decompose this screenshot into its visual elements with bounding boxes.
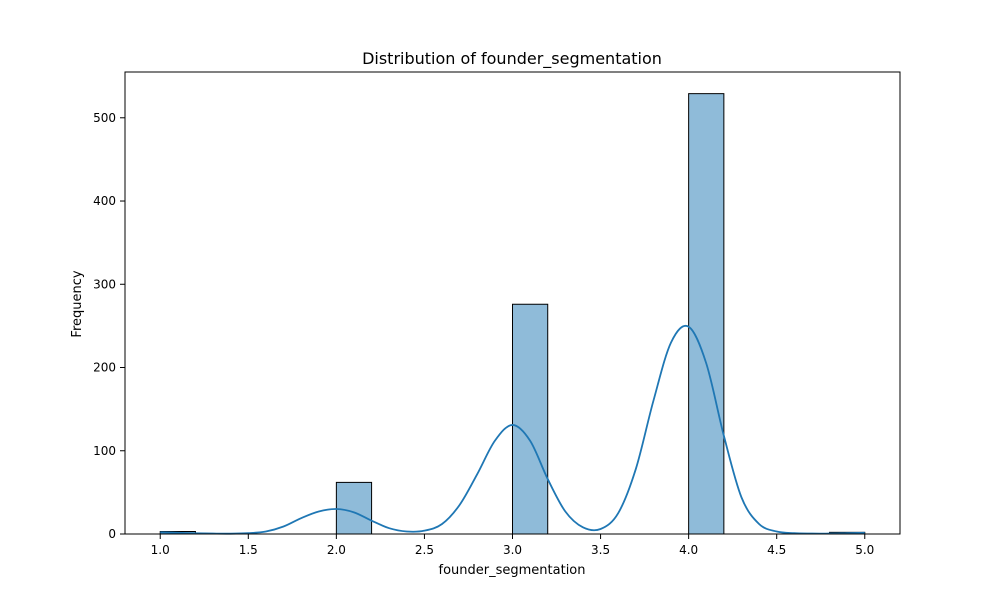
y-tick-label: 400 [93, 194, 116, 208]
kde-curve [160, 325, 865, 535]
y-axis-ticks: 0 100 200 300 400 500 [93, 111, 125, 541]
x-axis-ticks: 1.0 1.5 2.0 2.5 3.0 3.5 4.0 4.5 5.0 [151, 534, 874, 557]
bars-layer [159, 93, 866, 535]
x-tick-label: 3.0 [503, 543, 522, 557]
histogram-bar-3 [688, 93, 725, 535]
x-tick-label: 1.0 [151, 543, 170, 557]
x-tick-label: 3.5 [591, 543, 610, 557]
x-tick-label: 4.0 [679, 543, 698, 557]
x-tick-label: 2.5 [415, 543, 434, 557]
y-tick-label: 200 [93, 361, 116, 375]
chart-title: Distribution of founder_segmentation [362, 49, 662, 69]
histogram-bar-2 [512, 303, 549, 535]
x-tick-label: 5.0 [855, 543, 874, 557]
x-tick-label: 1.5 [239, 543, 258, 557]
y-tick-label: 300 [93, 277, 116, 291]
y-tick-label: 500 [93, 111, 116, 125]
x-tick-label: 2.0 [327, 543, 346, 557]
y-tick-label: 0 [108, 527, 116, 541]
kde-layer [160, 325, 865, 535]
x-axis-label: founder_segmentation [439, 563, 586, 578]
y-tick-label: 100 [93, 444, 116, 458]
y-axis-label: Frequency [70, 270, 85, 337]
x-tick-label: 4.5 [767, 543, 786, 557]
histogram-bar-1 [335, 481, 373, 535]
